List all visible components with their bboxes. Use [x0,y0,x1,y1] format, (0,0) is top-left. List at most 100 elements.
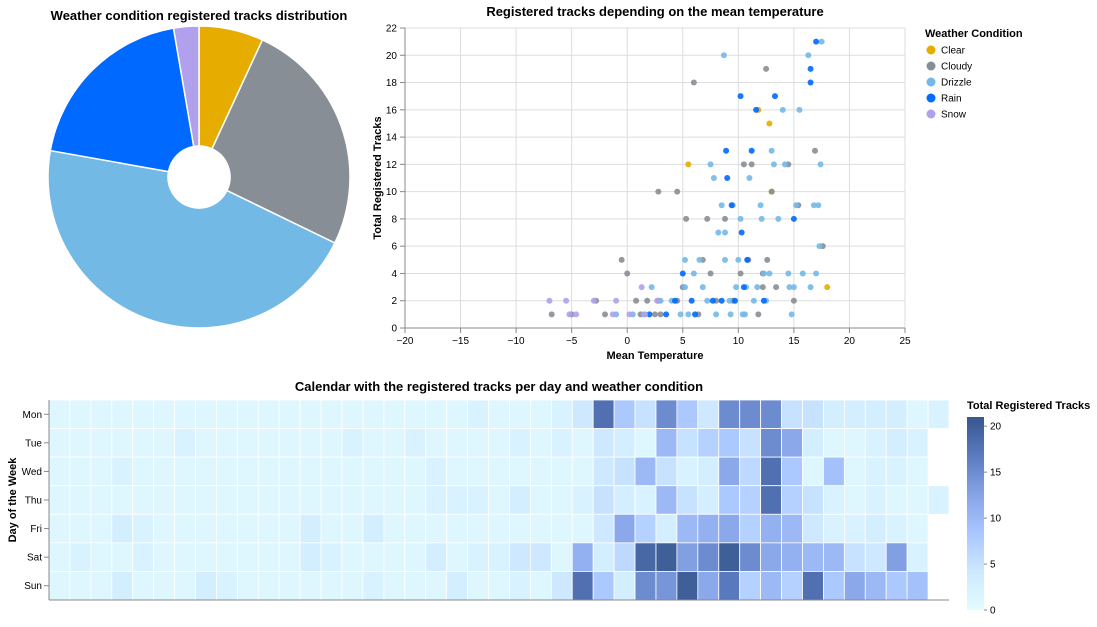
heatmap-cell [299,428,322,458]
heatmap-cell [885,456,908,487]
heatmap-cell [760,399,782,429]
heatmap-cell [111,399,134,429]
legend-label-cloudy: Cloudy [941,62,972,73]
heatmap-cell [509,456,531,487]
heatmap-cell [634,399,657,429]
scatter-x-tick-label: −20 [397,336,414,347]
scatter-point-cloudy [674,188,681,195]
heatmap-cell [488,428,510,458]
scatter-point-drizzle [710,175,717,181]
scatter-axes: −20 −15 −10 −5 0 5 10 15 20 25 0 2 4 6 8 10 12 14 16 18 20 22 [386,24,911,348]
scatter-point-drizzle [758,215,765,222]
heatmap-cell [655,428,678,458]
scatter-point-drizzle [754,284,761,291]
scatter-legend-title: Weather Condition [925,28,1023,40]
heatmap-cell [341,485,364,515]
heatmap-cell [488,485,510,515]
heatmap-cell [362,428,385,458]
heatmap-cell [613,399,636,429]
heatmap-cell [718,542,741,572]
scatter-point-rain [738,229,745,236]
heatmap-cell [174,456,196,487]
scatter-point-drizzle [796,106,803,113]
scatter-x-tick-label: 10 [733,336,745,347]
heatmap-cell [843,428,866,458]
heatmap-cell [236,485,259,515]
scatter-point-drizzle [704,297,711,304]
heatmap-cell [843,542,866,572]
scatter-point-snow [613,297,620,304]
heatmap-cell [760,542,782,572]
heatmap-cell [718,485,741,515]
heatmap-cell [278,428,301,458]
legend-label-clear: Clear [941,46,966,57]
heatmap-cell [613,456,636,487]
heatmap-cell [48,428,71,458]
heatmap-cell [48,542,71,572]
heatmap-cell [885,399,908,429]
heatmap-cell [216,485,238,515]
heatmap-cell [571,485,594,515]
scatter-point-drizzle [805,52,812,59]
scatter-point-drizzle [790,284,797,291]
heatmap-cell [781,571,803,601]
heatmap-cell [111,513,134,544]
heatmap-cell [550,399,573,429]
heatmap-cell [927,399,950,429]
heatmap-cell [718,571,741,601]
heatmap-cell [718,513,741,544]
heatmap-cell [823,542,845,572]
legend-symbol-snow [926,109,936,119]
heatmap-cell [718,399,741,429]
heatmap-cell [90,485,113,515]
heatmap-cell [404,428,427,458]
scatter-point-rain [723,147,730,154]
scatter-point-drizzle [799,270,806,277]
heatmap-cell [257,456,280,487]
heatmap-cell [697,542,720,572]
heatmap-cell [153,542,175,572]
scatter-x-tick-label: −10 [508,336,525,347]
heatmap-cell [550,542,573,572]
heatmap-cell [48,571,71,601]
heatmap-cell [236,542,259,572]
heatmap-cell [529,456,552,487]
heatmap-cell [257,485,280,515]
scatter-y-tick-label: 6 [391,242,397,253]
heatmap-cell [383,513,406,544]
heatmap-cell [341,456,364,487]
heatmap-cell [488,542,510,572]
scatter-y-tick-label: 12 [386,160,398,171]
scatter-point-cloudy [624,270,631,277]
heatmap-cell [676,428,699,458]
scatter-point-drizzle [779,106,786,113]
scatter-point-drizzle [760,270,767,277]
scatter-point-drizzle [786,284,793,291]
scatter-point-rain [663,311,670,318]
heatmap-cell [906,542,929,572]
heatmap-cell [153,513,175,544]
scatter-point-rain [672,297,678,304]
heatmap-cell [425,542,448,572]
heatmap-cell [571,399,594,429]
heatmap-cell [467,428,489,458]
heatmap-cell [676,513,699,544]
scatter-point-drizzle [727,311,734,318]
heatmap-cell [697,485,720,515]
heatmap-cell [69,456,92,487]
heatmap-cell [362,513,385,544]
heatmap-cell [885,571,908,601]
heatmap-cell [278,399,301,429]
heatmap-cell [320,513,343,544]
heatmap-cell [592,456,615,487]
scatter-point-rain [753,106,760,113]
heatmap-cell [634,456,657,487]
scatter-y-tick-label: 4 [391,269,397,280]
scatter-x-tick-label: 25 [899,336,911,347]
heatmap-cell [592,571,615,601]
heatmap-cell [802,485,824,515]
heatmap-cell [697,571,720,601]
heatmap-cell [216,456,238,487]
heatmap-cell [299,456,322,487]
